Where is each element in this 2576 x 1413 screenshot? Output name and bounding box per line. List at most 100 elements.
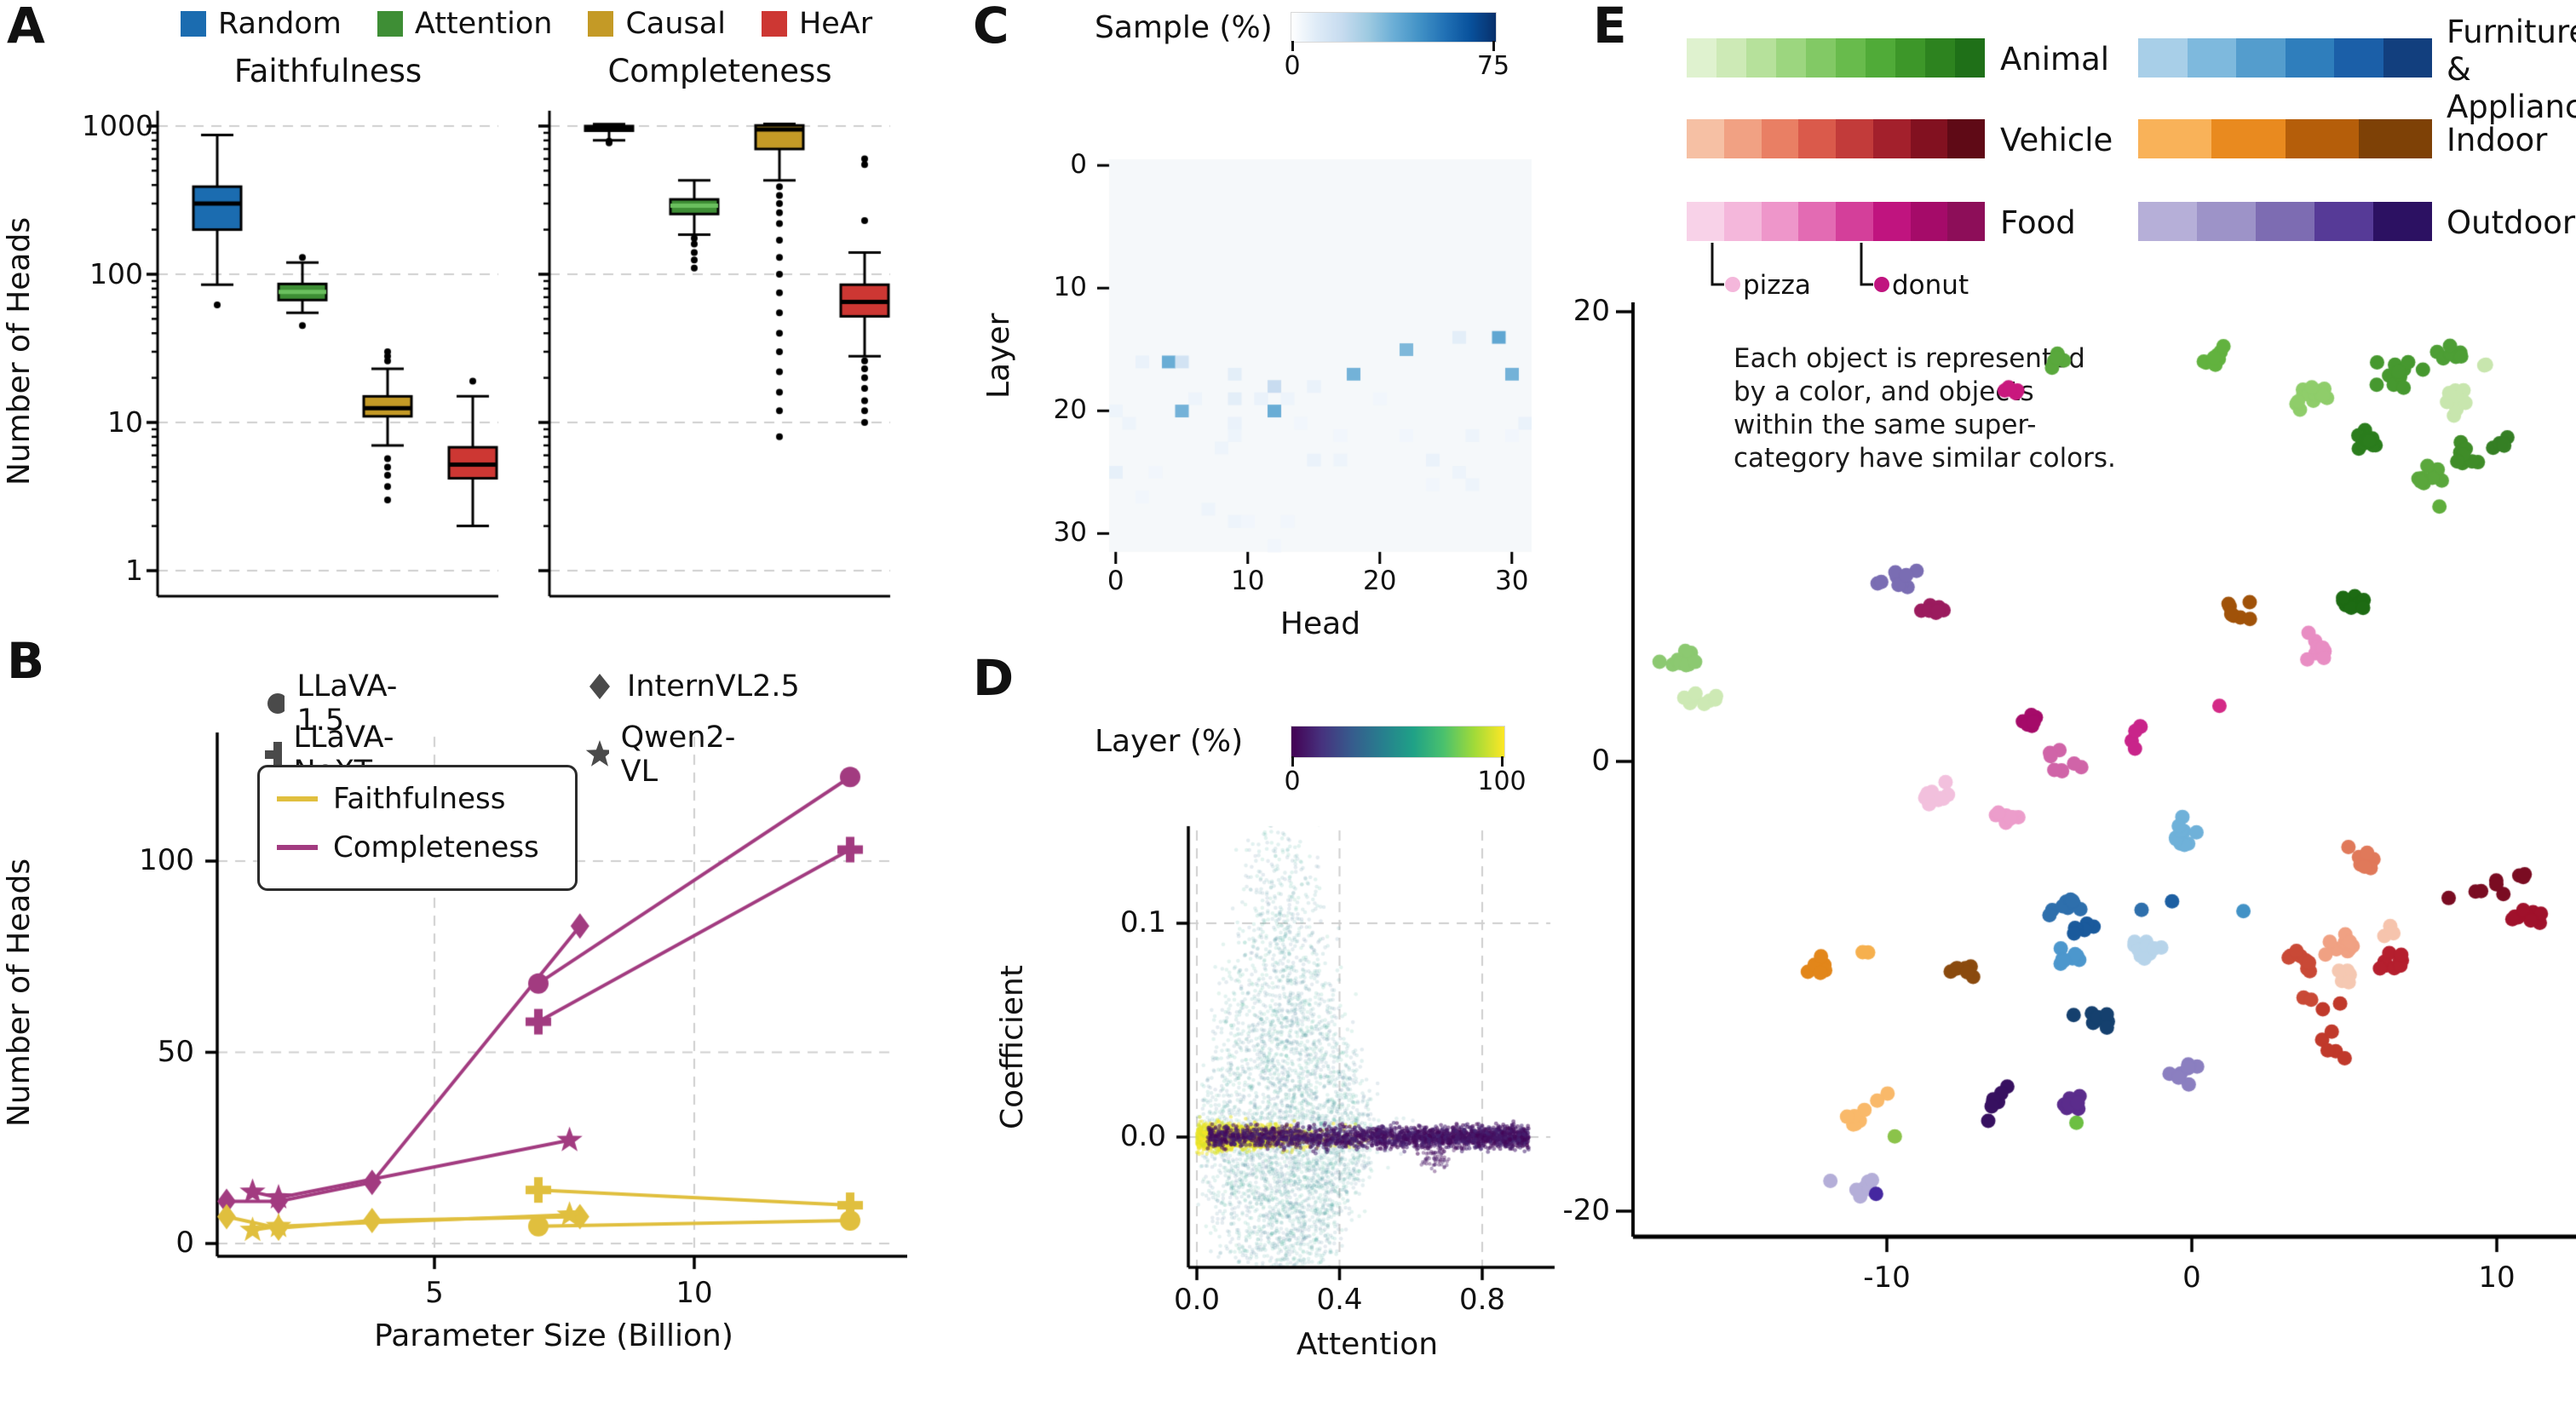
swatch-segment xyxy=(1776,38,1806,78)
metric-line-legend: Faithfulness Completeness xyxy=(257,765,578,891)
swatch-segment xyxy=(1910,202,1948,241)
layer-tick-label: 10 xyxy=(1053,272,1087,303)
colorbar-tick xyxy=(1291,756,1294,767)
scatter-colorbar xyxy=(1291,726,1505,758)
layer-tick-label: 30 xyxy=(1053,517,1087,549)
y-tick-label: 1 xyxy=(125,554,143,587)
cluster-scatter-canvas xyxy=(1616,302,2576,1254)
coefficient-tick-label: 0.0 xyxy=(1119,1119,1166,1153)
colorbar-max-label: 100 xyxy=(1477,767,1527,796)
swatch-segment xyxy=(2314,202,2373,241)
attention-scatter-canvas xyxy=(1171,813,1563,1286)
colorbar-tick xyxy=(1501,756,1504,767)
donut-dot xyxy=(1874,277,1889,292)
panel-c-ylabel: Layer xyxy=(981,313,1016,399)
category-swatch-vehicle xyxy=(1687,119,1985,158)
heatmap-colorbar-title: Sample (%) xyxy=(1095,10,1273,45)
y-tick-label: 50 xyxy=(157,1034,194,1069)
diamond-marker-icon xyxy=(589,674,610,699)
attention-tick-label: 0.8 xyxy=(1458,1283,1506,1317)
legend-label: Random xyxy=(218,7,342,41)
x-tick-label: 10 xyxy=(676,1276,713,1310)
swatch-segment xyxy=(1716,38,1746,78)
category-label: Furniture & Appliance xyxy=(2447,14,2576,125)
legend-item-hear: HeAr xyxy=(761,7,873,41)
layer-tick-label: 0 xyxy=(1070,149,1087,181)
swatch-segment xyxy=(1836,119,1873,158)
donut-label: donut xyxy=(1892,270,1969,301)
legend-swatch xyxy=(181,11,206,37)
swatch-segment xyxy=(1947,119,1985,158)
swatch-segment xyxy=(1866,38,1895,78)
layer-tick-label: 20 xyxy=(1053,394,1087,426)
legend-label: Attention xyxy=(414,7,553,41)
swatch-segment xyxy=(1872,119,1911,158)
swatch-segment xyxy=(1798,119,1836,158)
legend-swatch xyxy=(761,11,787,37)
pizza-label: pizza xyxy=(1743,270,1811,301)
food-callout-brackets xyxy=(1711,243,1889,292)
swatch-segment xyxy=(1947,202,1985,241)
swatch-segment xyxy=(2236,38,2286,78)
metric-legend-label: Completeness xyxy=(333,830,539,864)
y-tick-label: 10 xyxy=(107,405,143,439)
attention-tick-label: 0.4 xyxy=(1316,1283,1363,1317)
circle-marker-icon xyxy=(267,693,285,714)
y-tick-label: 100 xyxy=(89,257,143,290)
swatch-segment xyxy=(2138,38,2188,78)
category-swatch-indoor xyxy=(2138,119,2432,158)
head-tick-label: 30 xyxy=(1495,566,1529,596)
swatch-segment xyxy=(1687,202,1724,241)
swatch-segment xyxy=(1872,202,1911,241)
subplot-title-faithfulness: Faithfulness xyxy=(233,53,423,89)
metric-legend-label: Faithfulness xyxy=(333,782,506,816)
model-legend-label: InternVL2.5 xyxy=(627,669,800,704)
completeness-boxplot-canvas xyxy=(532,106,899,613)
swatch-segment xyxy=(1836,202,1873,241)
model-legend-item: InternVL2.5 xyxy=(584,669,800,704)
heatmap-canvas xyxy=(1097,147,1532,564)
e-x-tick-label: 10 xyxy=(2478,1261,2516,1295)
swatch-segment xyxy=(2187,38,2236,78)
category-label: Food xyxy=(2000,204,2076,241)
scatter-colorbar-title: Layer (%) xyxy=(1095,724,1244,759)
legend-swatch xyxy=(588,11,614,37)
swatch-segment xyxy=(1761,202,1799,241)
legend-label: HeAr xyxy=(798,7,873,41)
panel-c-xlabel: Head xyxy=(1279,606,1361,641)
swatch-segment xyxy=(1687,119,1724,158)
subplot-title-completeness: Completeness xyxy=(607,53,832,89)
category-label: Vehicle xyxy=(2000,122,2113,158)
boxplot-legend: Random Attention Causal HeAr xyxy=(181,7,872,41)
legend-label: Causal xyxy=(625,7,726,41)
metric-legend-item-completeness: Completeness xyxy=(277,830,575,864)
faithfulness-boxplot-canvas xyxy=(141,106,507,613)
panel-d-label: D xyxy=(973,649,1015,707)
category-swatch-animal xyxy=(1687,38,1985,78)
category-swatch-outdoor xyxy=(2138,202,2432,241)
swatch-segment xyxy=(1723,119,1762,158)
swatch-segment xyxy=(2211,119,2286,158)
swatch-segment xyxy=(1910,119,1948,158)
swatch-segment xyxy=(2373,202,2432,241)
swatch-segment xyxy=(2285,38,2334,78)
swatch-segment xyxy=(2138,202,2197,241)
heatmap-colorbar xyxy=(1291,12,1497,43)
y-tick-label: 0 xyxy=(175,1226,194,1260)
colorbar-min-label: 0 xyxy=(1284,51,1301,81)
swatch-segment xyxy=(1895,38,1925,78)
attention-tick-label: 0.0 xyxy=(1173,1283,1221,1317)
swatch-segment xyxy=(2138,119,2212,158)
swatch-segment xyxy=(1836,38,1866,78)
swatch-segment xyxy=(1723,202,1762,241)
colorbar-min-label: 0 xyxy=(1284,767,1301,796)
panel-b-xlabel: Parameter Size (Billion) xyxy=(374,1318,733,1353)
panel-b-ylabel: Number of Heads xyxy=(2,858,37,1127)
metric-line-swatch xyxy=(277,796,318,801)
y-tick-label: 100 xyxy=(139,843,194,877)
colorbar-max-label: 75 xyxy=(1476,51,1510,81)
legend-item-attention: Attention xyxy=(377,7,553,41)
coefficient-tick-label: 0.1 xyxy=(1119,905,1166,939)
swatch-segment xyxy=(1955,38,1985,78)
swatch-segment xyxy=(1761,119,1799,158)
